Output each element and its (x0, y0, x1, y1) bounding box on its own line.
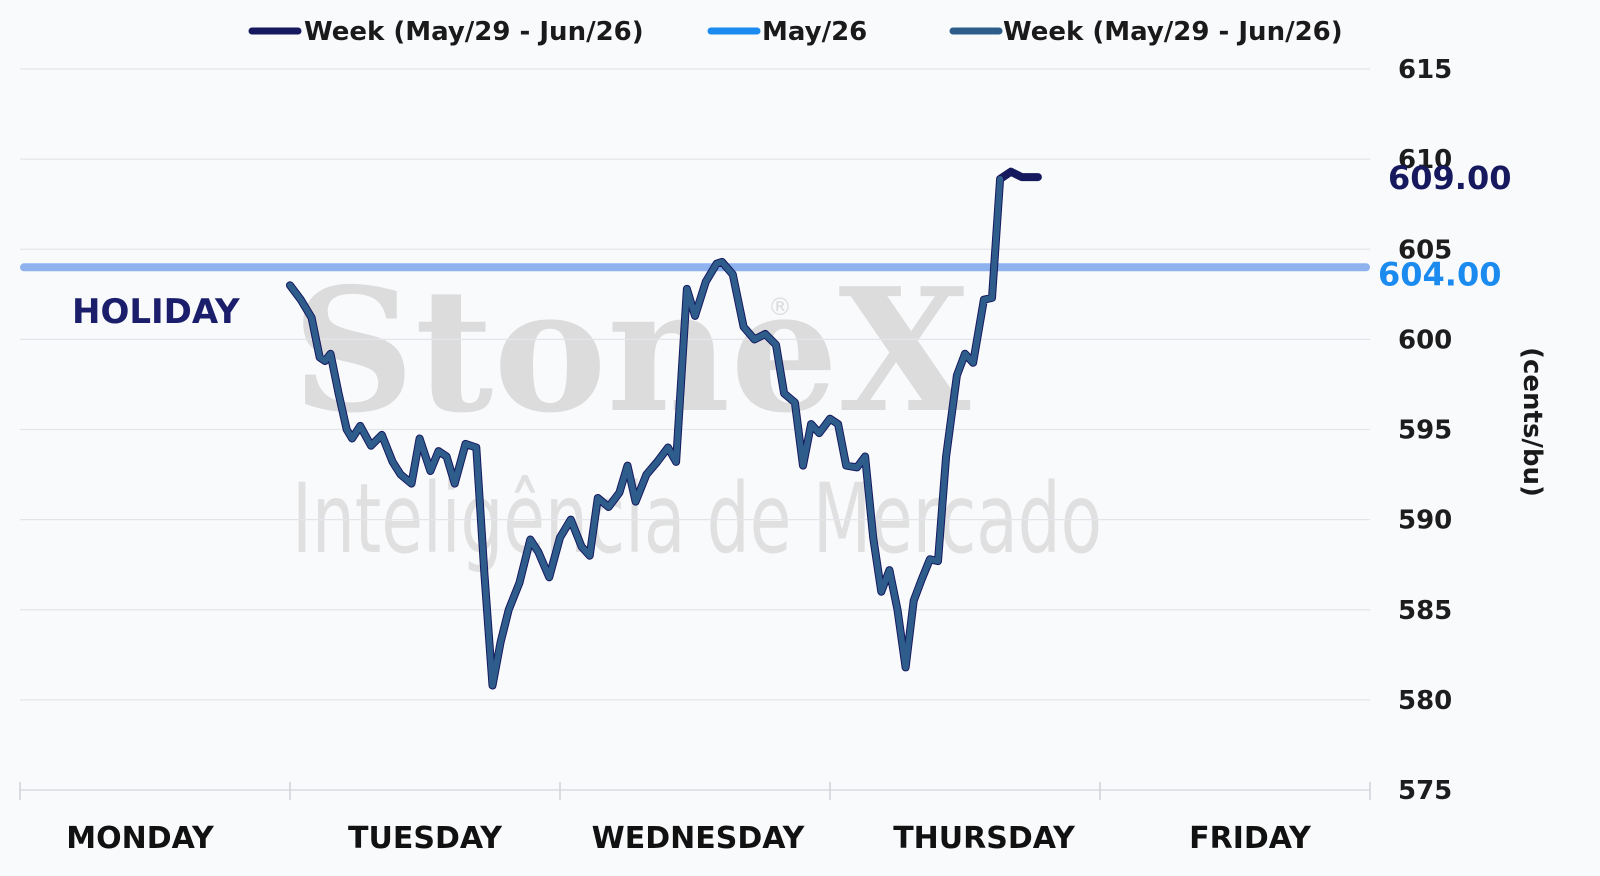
watermark-brand: StoneX (292, 251, 970, 451)
watermark: StoneX ® Inteligência de Mercado (292, 251, 1102, 575)
y-tick-label: 590 (1398, 506, 1452, 536)
legend: Week (May/29 - Jun/26) May/26 Week (May/29… (248, 17, 1343, 47)
legend-entry: Week (May/29 - Jun/26) (304, 17, 644, 47)
last-value-label-may26: 604.00 (1378, 255, 1501, 293)
series-line-week (287, 176, 1004, 689)
holiday-annotation: HOLIDAY (72, 292, 240, 332)
last-value-label-week: 609.00 (1388, 159, 1511, 197)
x-axis: MONDAY TUESDAY WEDNESDAY THURSDAY FRIDAY (19, 782, 1371, 856)
grid (20, 68, 1370, 701)
y-tick-label: 580 (1398, 686, 1452, 716)
y-axis: 575 580 585 590 595 600 605 610 615 (1398, 55, 1452, 806)
x-tick-label: MONDAY (66, 821, 215, 856)
x-tick-label: FRIDAY (1189, 821, 1312, 856)
series-lines (20, 167, 1370, 690)
x-tick-label: THURSDAY (893, 821, 1076, 856)
legend-entry: May/26 (762, 17, 867, 47)
y-tick-label: 605 (1398, 235, 1452, 265)
y-axis-title: (cents/bu) (1517, 347, 1547, 497)
y-tick-label: 575 (1398, 776, 1452, 806)
watermark-registered-mark: ® (768, 293, 792, 321)
y-tick-label: 595 (1398, 416, 1452, 446)
y-tick-label: 585 (1398, 596, 1452, 626)
watermark-tagline: Inteligência de Mercado (292, 463, 1102, 575)
y-tick-label: 600 (1398, 325, 1452, 355)
y-tick-label: 615 (1398, 55, 1452, 85)
x-tick-label: TUESDAY (348, 821, 503, 856)
x-tick-label: WEDNESDAY (592, 821, 806, 856)
legend-entry: Week (May/29 - Jun/26) (1003, 17, 1343, 47)
y-tick-label: 610 (1398, 145, 1452, 175)
value-labels: 609.00 604.00 (1378, 159, 1511, 293)
